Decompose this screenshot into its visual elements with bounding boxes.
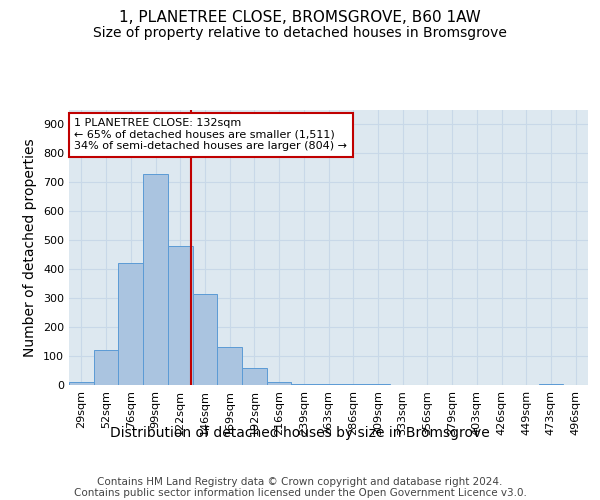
Bar <box>217 348 242 385</box>
Bar <box>193 294 217 385</box>
Text: 1, PLANETREE CLOSE, BROMSGROVE, B60 1AW: 1, PLANETREE CLOSE, BROMSGROVE, B60 1AW <box>119 10 481 25</box>
Text: Distribution of detached houses by size in Bromsgrove: Distribution of detached houses by size … <box>110 426 490 440</box>
Bar <box>365 384 390 385</box>
Bar <box>242 368 267 385</box>
Text: Size of property relative to detached houses in Bromsgrove: Size of property relative to detached ho… <box>93 26 507 40</box>
Bar <box>292 384 316 385</box>
Bar <box>316 384 341 385</box>
Bar <box>267 382 292 385</box>
Bar <box>168 246 193 385</box>
Bar <box>143 174 168 385</box>
Y-axis label: Number of detached properties: Number of detached properties <box>23 138 37 357</box>
Bar <box>69 382 94 385</box>
Bar <box>94 350 118 385</box>
Text: Contains HM Land Registry data © Crown copyright and database right 2024.
Contai: Contains HM Land Registry data © Crown c… <box>74 476 526 498</box>
Bar <box>539 384 563 385</box>
Bar <box>118 264 143 385</box>
Text: 1 PLANETREE CLOSE: 132sqm
← 65% of detached houses are smaller (1,511)
34% of se: 1 PLANETREE CLOSE: 132sqm ← 65% of detac… <box>74 118 347 152</box>
Bar <box>341 384 365 385</box>
